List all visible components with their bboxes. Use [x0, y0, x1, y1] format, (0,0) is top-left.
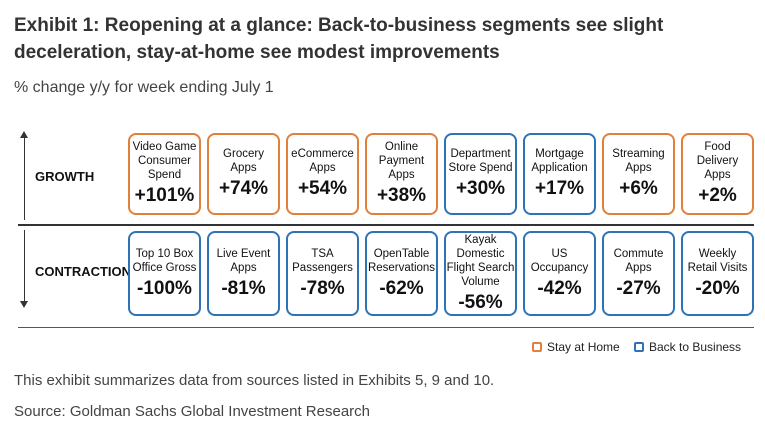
tile-contraction-7: Weekly Retail Visits -20%	[681, 231, 754, 316]
tile-label: Weekly Retail Visits	[687, 247, 748, 274]
tile-contraction-3: OpenTable Reservations -62%	[365, 231, 438, 316]
tile-growth-1: Grocery Apps +74%	[207, 133, 280, 215]
tile-value: -100%	[137, 277, 192, 299]
tile-growth-6: Streaming Apps +6%	[602, 133, 675, 215]
tile-contraction-2: TSA Passengers -78%	[286, 231, 359, 316]
tile-growth-5: Mortgage Application +17%	[523, 133, 596, 215]
tile-growth-4: Department Store Spend +30%	[444, 133, 517, 215]
tile-growth-7: Food Delivery Apps +2%	[681, 133, 754, 215]
tile-value: -20%	[695, 277, 740, 299]
tile-contraction-5: US Occupancy -42%	[523, 231, 596, 316]
legend-item-stay-at-home: Stay at Home	[532, 340, 620, 354]
chart-subtitle: % change y/y for week ending July 1	[14, 79, 274, 96]
tile-value: -78%	[300, 277, 345, 299]
tile-label: Department Store Spend	[448, 148, 513, 174]
bottom-rule	[18, 327, 754, 328]
growth-arrow-icon	[20, 131, 28, 138]
tile-label: Live Event Apps	[216, 247, 271, 274]
contraction-axis-line	[24, 230, 25, 302]
chart-title: Exhibit 1: Reopening at a glance: Back-t…	[14, 15, 664, 63]
tile-contraction-6: Commute Apps -27%	[602, 231, 675, 316]
tile-value: +74%	[218, 178, 269, 199]
tile-label: Commute Apps	[613, 247, 664, 274]
tile-value: +6%	[619, 178, 658, 199]
tile-label: Food Delivery Apps	[696, 141, 739, 181]
tile-value: +101%	[134, 185, 195, 206]
legend-swatch-back-to-business	[634, 342, 644, 352]
tile-growth-3: Online Payment Apps +38%	[365, 133, 438, 215]
tile-value: +17%	[534, 178, 585, 199]
tile-value: +54%	[297, 178, 348, 199]
legend-swatch-stay-at-home	[532, 342, 542, 352]
tile-contraction-0: Top 10 Box Office Gross -100%	[128, 231, 201, 316]
tile-growth-0: Video Game Consumer Spend +101%	[128, 133, 201, 215]
tile-value: -81%	[221, 277, 266, 299]
tile-label: US Occupancy	[530, 247, 589, 274]
tile-value: +38%	[376, 185, 427, 206]
row-label-contraction: CONTRACTION	[35, 264, 132, 279]
tile-label: Video Game Consumer Spend	[132, 141, 197, 181]
tile-contraction-1: Live Event Apps -81%	[207, 231, 280, 316]
legend-item-back-to-business: Back to Business	[634, 340, 741, 354]
legend-label-stay-at-home: Stay at Home	[547, 340, 620, 354]
tile-label: Top 10 Box Office Gross	[132, 247, 197, 274]
tile-value: -62%	[379, 277, 424, 299]
tile-growth-2: eCommerce Apps +54%	[286, 133, 359, 215]
growth-axis-line	[24, 137, 25, 220]
tile-label: Grocery Apps	[223, 148, 264, 174]
tile-label: TSA Passengers	[292, 247, 353, 274]
tile-label: Streaming Apps	[612, 148, 665, 174]
tile-value: +2%	[698, 185, 737, 206]
tile-value: -27%	[616, 277, 661, 299]
legend-label-back-to-business: Back to Business	[649, 340, 742, 354]
tile-value: -42%	[537, 277, 582, 299]
tile-label: OpenTable Reservations	[367, 247, 436, 274]
tile-contraction-4: Kayak Domestic Flight Search Volume -56%	[444, 231, 517, 316]
growth-contraction-divider	[18, 224, 754, 226]
summary-note: This exhibit summarizes data from source…	[14, 372, 495, 389]
row-label-growth: GROWTH	[35, 169, 95, 184]
tile-value: +30%	[455, 178, 506, 199]
tile-label: Kayak Domestic Flight Search Volume	[446, 233, 515, 288]
tile-label: Online Payment Apps	[378, 141, 425, 181]
contraction-arrow-icon	[20, 301, 28, 308]
source-note: Source: Goldman Sachs Global Investment …	[14, 403, 371, 420]
tile-value: -56%	[458, 291, 503, 313]
tile-label: eCommerce Apps	[291, 148, 354, 174]
tile-label: Mortgage Application	[531, 148, 588, 174]
